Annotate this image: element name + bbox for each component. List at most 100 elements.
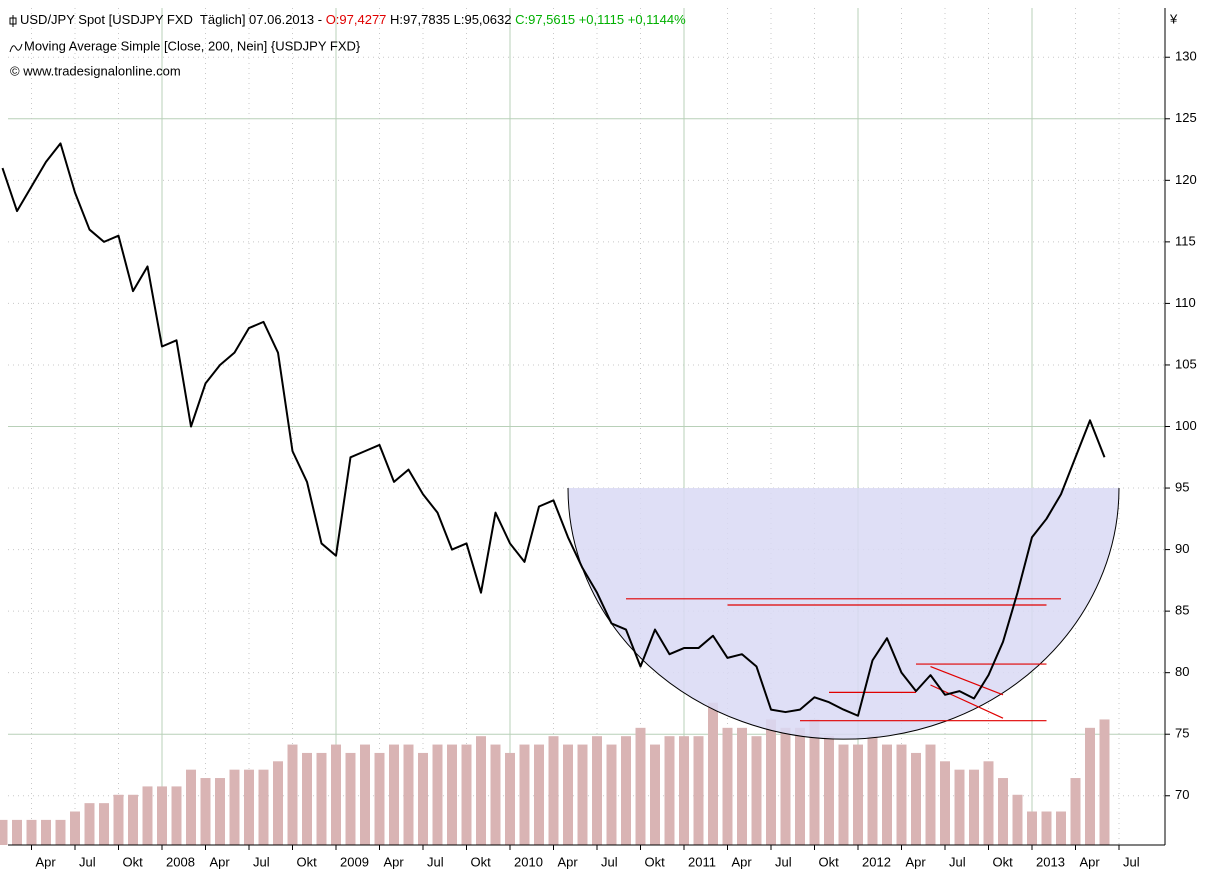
volume-bar (157, 786, 167, 845)
volume-bar (693, 736, 704, 845)
volume-bar (84, 803, 95, 845)
volume-bar (128, 794, 138, 845)
y-tick-label: 70 (1175, 787, 1189, 802)
volume-bar (374, 752, 385, 845)
volume-bar (360, 744, 370, 845)
y-tick-label: 115 (1175, 233, 1196, 248)
volume-bar (113, 794, 124, 845)
volume-bar (664, 736, 675, 845)
volume-bar (824, 736, 834, 845)
y-tick-label: 100 (1175, 418, 1197, 433)
price-line (1, 142, 1106, 717)
y-tick-label: 75 (1175, 726, 1189, 741)
volume-bar (780, 727, 791, 845)
volume-bar (708, 702, 718, 845)
volume-bar (1085, 727, 1095, 845)
x-tick-label: 2008 (166, 854, 195, 869)
volume-bar (867, 736, 878, 845)
volume-bar (70, 811, 80, 845)
x-tick-label: Apr (558, 854, 579, 869)
y-tick-label: 105 (1175, 356, 1197, 371)
x-tick-label: Apr (384, 854, 405, 869)
volume-bar (853, 744, 863, 845)
volume-bar (548, 736, 559, 845)
volume-bar (490, 744, 501, 845)
volume-bar (447, 744, 457, 845)
x-tick-label: Apr (906, 854, 927, 869)
x-tick-label: Okt (645, 854, 666, 869)
volume-bar (403, 744, 414, 845)
x-tick-label: Okt (123, 854, 144, 869)
subtitle: Moving Average Simple [Close, 200, Nein]… (24, 38, 361, 53)
volume-bar (273, 761, 283, 845)
volume-bar (809, 719, 820, 845)
volume-bar (737, 727, 747, 845)
volume-bar (621, 736, 631, 845)
volume-bar (432, 744, 443, 845)
x-tick-label: Jul (1123, 854, 1140, 869)
x-tick-label: Okt (819, 854, 840, 869)
volume-bar (635, 727, 646, 845)
volume-bar (331, 744, 341, 845)
volume-bar (389, 744, 399, 845)
volume-bar (258, 769, 269, 845)
volume-bar (766, 719, 776, 845)
header: USD/JPY Spot [USDJPY FXD Täglich] 07.06.… (9, 11, 1178, 78)
copyright: © www.tradesignalonline.com (10, 63, 181, 78)
close-label: C:97,5615 +0,1115 +0,1144% (515, 12, 686, 27)
volume-bar (0, 819, 8, 845)
volume-bar (940, 761, 950, 845)
volume-bar (563, 744, 573, 845)
volume-bar (983, 761, 994, 845)
volume-bar (418, 752, 428, 845)
grid (8, 8, 1165, 845)
volume-bar (41, 819, 51, 845)
volume-bar (751, 736, 762, 845)
volume-bar (26, 819, 37, 845)
volume-bar (577, 744, 588, 845)
volume-bar (1056, 811, 1066, 845)
volume-bar (302, 752, 312, 845)
ma-icon (9, 43, 23, 53)
x-tick-label: Apr (210, 854, 231, 869)
trend-line (930, 665, 1004, 696)
title-line: USD/JPY Spot [USDJPY FXD Täglich] 07.06.… (20, 12, 686, 27)
volume-bar (519, 744, 530, 845)
y-tick-label: 90 (1175, 541, 1189, 556)
volume-bar (911, 752, 921, 845)
x-tick-label: 2011 (688, 854, 716, 869)
x-tick-label: Okt (297, 854, 318, 869)
volume-bar (1027, 811, 1037, 845)
volume-bar (1099, 719, 1110, 845)
title: [USDJPY FXD Täglich] 07.06.2013 - (109, 12, 322, 27)
x-tick-label: Jul (949, 854, 966, 869)
x-tick-label: Apr (1080, 854, 1101, 869)
volume-bar (998, 778, 1008, 845)
axes: 70 75 80 85 90 95 100 105 110 115 120 125 130 Apr Jul O… (8, 8, 1197, 869)
volume-bar (142, 786, 153, 845)
x-tick-label: Jul (601, 854, 618, 869)
y-tick-label: 95 (1175, 479, 1189, 494)
volume-bar (896, 744, 907, 845)
volume-bar (925, 744, 936, 845)
volume-bar (882, 744, 892, 845)
volume-bar (505, 752, 515, 845)
annotations (567, 488, 1120, 740)
volume-bar (1070, 778, 1081, 845)
volume-bar (12, 819, 22, 845)
bowl-arc (567, 488, 1120, 740)
volume-bar (99, 803, 109, 845)
volume-bar (186, 769, 196, 845)
volume-bar (650, 744, 660, 845)
volume-bar (461, 744, 472, 845)
x-tick-label: Apr (36, 854, 57, 869)
candle-icon (9, 15, 17, 27)
volume-bar (55, 819, 66, 845)
volume-bar (1041, 811, 1052, 845)
volume-bar (606, 744, 617, 845)
volume-bar (171, 786, 182, 845)
x-tick-label: 2012 (862, 854, 891, 869)
volume-bar (838, 744, 849, 845)
series-name: USD/JPY Spot (20, 12, 105, 27)
